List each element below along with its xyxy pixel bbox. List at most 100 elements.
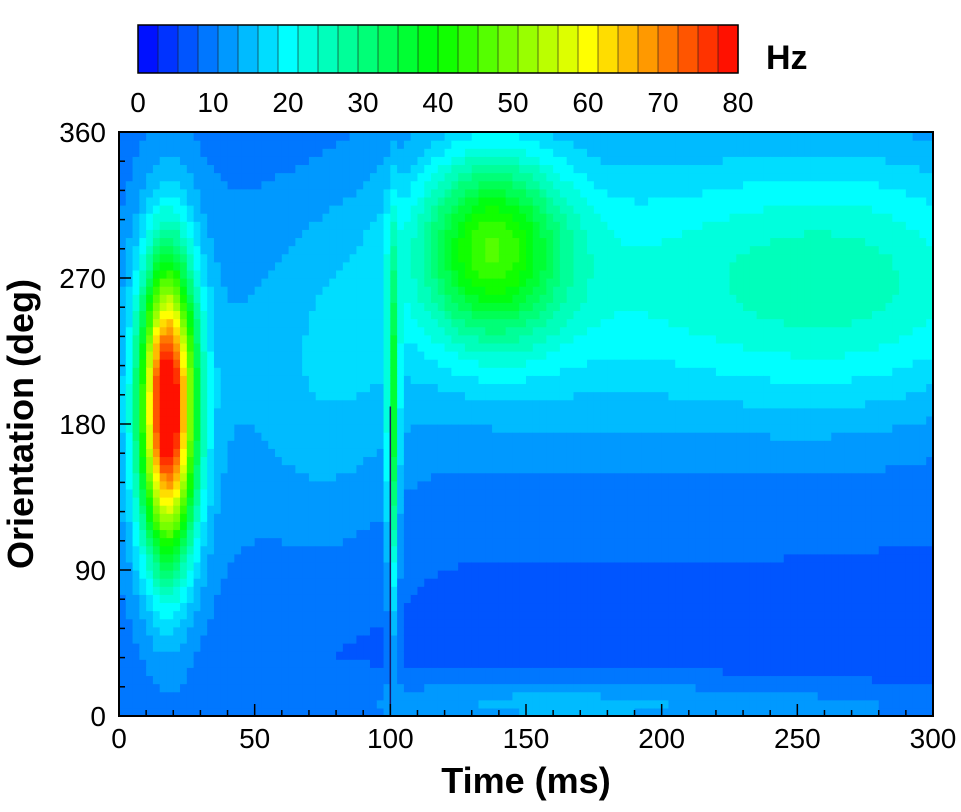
heatmap-cell bbox=[444, 278, 452, 287]
heatmap-cell bbox=[492, 448, 500, 458]
heatmap-cell bbox=[403, 415, 412, 425]
heatmap-cell bbox=[539, 610, 547, 620]
heatmap-cell bbox=[464, 667, 473, 677]
heatmap-cell bbox=[207, 464, 215, 474]
heatmap-cell bbox=[417, 488, 425, 498]
heatmap-cell bbox=[186, 367, 195, 376]
heatmap-cell bbox=[227, 318, 235, 328]
heatmap-cell bbox=[207, 156, 215, 166]
heatmap-cell bbox=[173, 245, 181, 255]
heatmap-cell bbox=[180, 269, 188, 279]
heatmap-cell bbox=[478, 383, 486, 393]
heatmap-cell bbox=[268, 707, 276, 716]
heatmap-cell bbox=[336, 391, 344, 401]
heatmap-cell bbox=[397, 359, 405, 368]
heatmap-cell bbox=[458, 472, 466, 482]
heatmap-cell bbox=[383, 537, 391, 547]
heatmap-cell bbox=[498, 424, 507, 433]
heatmap-cell bbox=[363, 480, 371, 490]
heatmap-cell bbox=[275, 213, 283, 222]
heatmap-cell bbox=[166, 269, 174, 279]
heatmap-cell bbox=[471, 245, 480, 255]
heatmap-cell bbox=[349, 221, 358, 230]
heatmap-cell bbox=[369, 537, 378, 547]
heatmap-cell bbox=[342, 424, 351, 433]
heatmap-cell bbox=[152, 659, 161, 668]
heatmap-cell bbox=[247, 278, 256, 287]
heatmap-cell bbox=[254, 140, 263, 149]
heatmap-cell bbox=[132, 334, 140, 344]
heatmap-cell bbox=[180, 618, 188, 628]
heatmap-cell bbox=[573, 407, 581, 417]
heatmap-cell bbox=[485, 618, 493, 628]
heatmap-cell bbox=[336, 602, 344, 612]
heatmap-cell bbox=[424, 205, 432, 214]
heatmap-cell bbox=[512, 196, 520, 206]
heatmap-cell bbox=[166, 188, 174, 198]
heatmap-cell bbox=[431, 213, 439, 222]
heatmap-cell bbox=[397, 302, 405, 312]
heatmap-cell bbox=[512, 561, 520, 571]
heatmap-cell bbox=[329, 505, 337, 514]
heatmap-cell bbox=[478, 651, 486, 660]
heatmap-cell bbox=[437, 391, 446, 401]
heatmap-cell bbox=[356, 667, 364, 677]
heatmap-cell bbox=[119, 399, 127, 409]
heatmap-cell bbox=[139, 326, 147, 336]
heatmap-cell bbox=[363, 407, 371, 417]
heatmap-cell bbox=[220, 302, 229, 312]
heatmap-cell bbox=[308, 424, 317, 433]
heatmap-cell bbox=[492, 415, 500, 425]
heatmap-cell bbox=[369, 172, 378, 182]
heatmap-cell bbox=[322, 399, 330, 409]
heatmap-cell bbox=[437, 675, 446, 685]
heatmap-cell bbox=[302, 367, 310, 376]
heatmap-cell bbox=[498, 464, 507, 474]
heatmap-cell bbox=[559, 342, 568, 352]
heatmap-cell bbox=[471, 213, 480, 222]
heatmap-cell bbox=[519, 634, 527, 644]
heatmap-cell bbox=[139, 237, 147, 247]
heatmap-cell bbox=[268, 205, 276, 214]
heatmap-cell bbox=[458, 132, 466, 141]
heatmap-cell bbox=[342, 537, 351, 547]
heatmap-cell bbox=[417, 553, 425, 563]
heatmap-cell bbox=[152, 626, 161, 636]
heatmap-cell bbox=[295, 326, 303, 336]
heatmap-cell bbox=[566, 383, 575, 393]
heatmap-cell bbox=[152, 140, 161, 149]
heatmap-cell bbox=[234, 675, 242, 685]
heatmap-cell bbox=[424, 561, 432, 571]
heatmap-cell bbox=[464, 164, 473, 174]
heatmap-cell bbox=[336, 196, 344, 206]
colorbar-cell bbox=[577, 24, 599, 74]
heatmap-cell bbox=[390, 261, 398, 271]
heatmap-cell bbox=[410, 610, 419, 620]
heatmap-cell bbox=[302, 497, 310, 506]
heatmap-cell bbox=[492, 180, 500, 190]
heatmap-cell bbox=[146, 424, 154, 433]
heatmap-cell bbox=[342, 367, 351, 376]
heatmap-cell bbox=[234, 432, 242, 441]
heatmap-cell bbox=[200, 472, 208, 482]
heatmap-cell bbox=[295, 261, 303, 271]
heatmap-cell bbox=[275, 172, 283, 182]
heatmap-cell bbox=[451, 537, 459, 547]
heatmap-cell bbox=[376, 172, 385, 182]
heatmap-cell bbox=[261, 578, 269, 587]
heatmap-cell bbox=[200, 602, 208, 612]
heatmap-cell bbox=[125, 245, 134, 255]
heatmap-cell bbox=[519, 513, 527, 522]
heatmap-cell bbox=[464, 334, 473, 344]
heatmap-cell bbox=[180, 464, 188, 474]
heatmap-cell bbox=[566, 691, 575, 701]
heatmap-cell bbox=[539, 318, 547, 328]
heatmap-cell bbox=[519, 302, 527, 312]
heatmap-cell bbox=[186, 261, 195, 271]
heatmap-cell bbox=[166, 651, 174, 660]
heatmap-cell bbox=[424, 318, 432, 328]
heatmap-cell bbox=[254, 707, 263, 716]
heatmap-cell bbox=[519, 399, 527, 409]
heatmap-cell bbox=[580, 643, 588, 652]
colorbar-cell bbox=[537, 24, 559, 74]
